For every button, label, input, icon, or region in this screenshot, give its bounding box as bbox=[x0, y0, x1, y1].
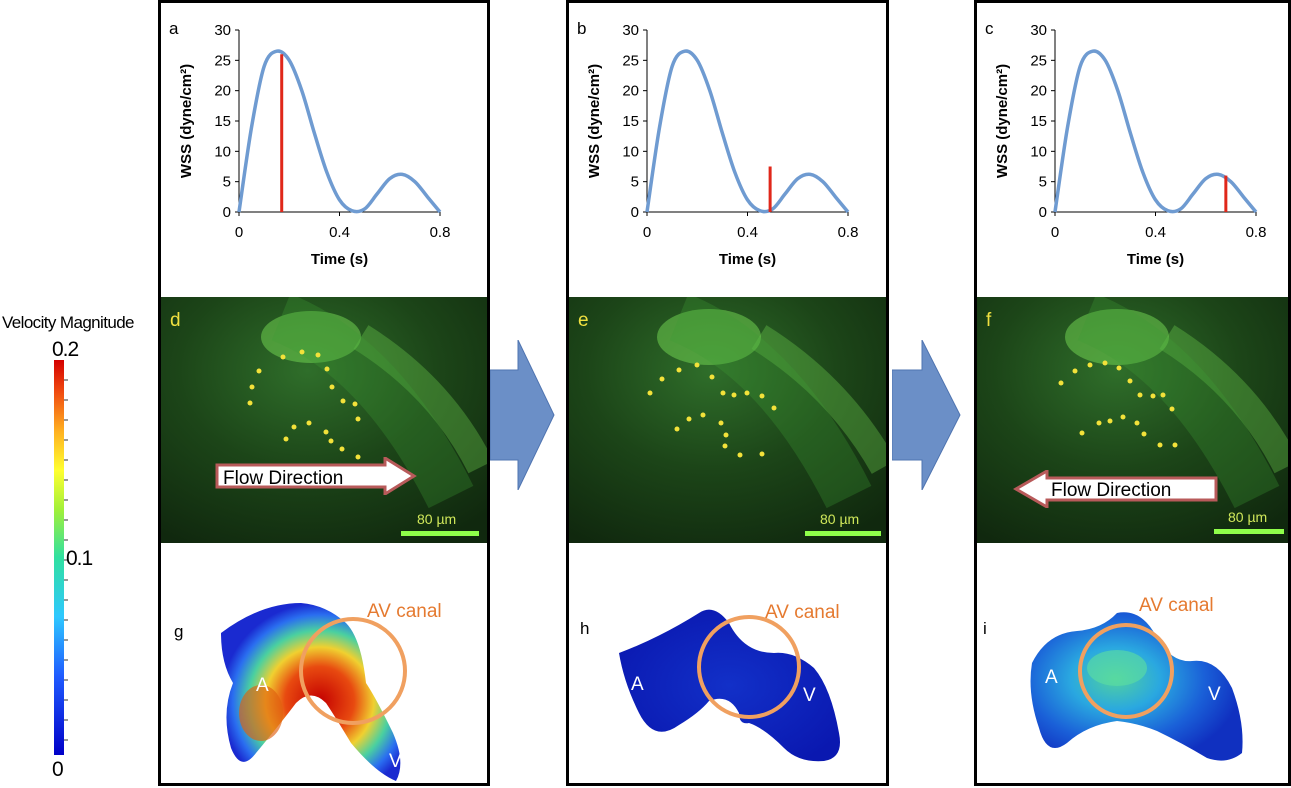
ventricle-label-h: V bbox=[803, 685, 816, 706]
y-tick-label: 0 bbox=[631, 204, 639, 221]
wss-curve bbox=[1053, 49, 1258, 214]
panel-letter-i: i bbox=[983, 619, 987, 638]
panel-letter-b: b bbox=[577, 19, 586, 38]
y-tick-label: 0 bbox=[1039, 204, 1047, 221]
y-tick-label: 5 bbox=[1039, 174, 1047, 191]
y-tick-label: 25 bbox=[622, 52, 639, 69]
microscopy-image-e bbox=[569, 297, 886, 543]
simulation-panel-i: i AV canal A V bbox=[977, 543, 1288, 783]
colorbar-max-label: 0.2 bbox=[52, 338, 79, 361]
x-axis-label: Time (s) bbox=[719, 251, 776, 268]
transition-arrow-1 bbox=[490, 340, 555, 490]
flow-direction-arrow-right bbox=[215, 457, 417, 495]
scale-label-e: 80 µm bbox=[820, 511, 860, 527]
atrium-label-i: A bbox=[1045, 667, 1058, 688]
microscopy-panel-d: d Flow Direction 80 µm bbox=[161, 297, 487, 543]
y-tick-label: 30 bbox=[1030, 22, 1047, 39]
x-tick-label: 0.4 bbox=[1145, 224, 1166, 241]
y-tick-label: 20 bbox=[622, 83, 639, 100]
panel-letter-a: a bbox=[169, 19, 179, 38]
simulation-heart-shape-h bbox=[619, 609, 840, 762]
transition-arrow-2 bbox=[892, 340, 961, 490]
y-tick-label: 10 bbox=[214, 143, 231, 160]
flow-direction-arrow-left bbox=[1013, 470, 1218, 508]
panel-letter-g: g bbox=[174, 622, 183, 641]
y-tick-label: 30 bbox=[214, 22, 231, 39]
av-canal-label-h: AV canal bbox=[765, 602, 840, 623]
colorbar-min-label: 0 bbox=[52, 758, 64, 781]
y-tick-label: 0 bbox=[223, 204, 231, 221]
simulation-image-g: g AV canal A V bbox=[174, 601, 442, 781]
wss-curve bbox=[645, 49, 850, 214]
panel-letter-d: d bbox=[170, 310, 181, 331]
atrium-label-g: A bbox=[256, 675, 269, 696]
microscopy-panel-e: e 80 µm bbox=[569, 297, 886, 543]
scale-label-d: 80 µm bbox=[417, 511, 457, 527]
flow-direction-label-d: Flow Direction bbox=[223, 468, 344, 489]
x-tick-label: 0 bbox=[1051, 224, 1059, 241]
av-canal-label-i: AV canal bbox=[1139, 595, 1214, 616]
scale-label-f: 80 µm bbox=[1228, 509, 1268, 525]
y-tick-label: 25 bbox=[214, 52, 231, 69]
panel-letter-c: c bbox=[985, 19, 994, 38]
y-tick-label: 15 bbox=[1030, 113, 1047, 130]
y-axis-label: WSS (dyne/cm²) bbox=[586, 64, 603, 178]
colorbar-gradient bbox=[54, 360, 64, 755]
scale-bar-d bbox=[401, 531, 479, 536]
y-tick-label: 15 bbox=[622, 113, 639, 130]
y-tick-label: 5 bbox=[631, 174, 639, 191]
microscopy-image-d bbox=[161, 297, 487, 543]
ventricle-label-g: V bbox=[389, 751, 402, 772]
x-tick-label: 0.8 bbox=[430, 224, 451, 241]
panel-letter-f: f bbox=[986, 310, 992, 331]
simulation-image-i: i AV canal A V bbox=[983, 595, 1243, 761]
simulation-panel-g: g AV canal A V bbox=[161, 543, 487, 783]
av-canal-circle-g bbox=[299, 617, 407, 725]
y-tick-label: 10 bbox=[1030, 143, 1047, 160]
simulation-image-h: h AV canal A V bbox=[580, 602, 840, 762]
colorbar-title: Velocity Magnitude bbox=[2, 313, 135, 332]
y-tick-label: 30 bbox=[622, 22, 639, 39]
x-tick-label: 0 bbox=[643, 224, 651, 241]
y-tick-label: 5 bbox=[223, 174, 231, 191]
x-tick-label: 0.4 bbox=[737, 224, 758, 241]
wss-curve bbox=[237, 49, 442, 214]
x-axis-label: Time (s) bbox=[311, 251, 368, 268]
x-tick-label: 0.4 bbox=[329, 224, 350, 241]
colorbar bbox=[54, 360, 68, 755]
y-tick-label: 10 bbox=[622, 143, 639, 160]
y-tick-label: 15 bbox=[214, 113, 231, 130]
x-tick-label: 0 bbox=[235, 224, 243, 241]
x-axis-label: Time (s) bbox=[1127, 251, 1184, 268]
wss-chart-b: b 0 5 10 15 20 25 30 0 0.4 0.8 Time (s) WSS (dyne/cm… bbox=[577, 19, 859, 268]
x-tick-label: 0.8 bbox=[838, 224, 859, 241]
y-tick-label: 25 bbox=[1030, 52, 1047, 69]
av-canal-circle-h bbox=[697, 615, 801, 719]
y-axis-label: WSS (dyne/cm²) bbox=[994, 64, 1011, 178]
flow-direction-label-f: Flow Direction bbox=[1051, 480, 1172, 501]
wss-chart-c: c 0 5 10 15 20 25 30 0 0.4 0.8 Time (s) WSS (dyne/cm… bbox=[985, 19, 1267, 268]
wss-chart-a: a 0 5 10 15 20 25 30 0 0.4 0.8 Time (s) WSS (dyne/cm… bbox=[169, 19, 451, 268]
av-canal-circle-i bbox=[1078, 623, 1174, 719]
simulation-panel-h: h AV canal A V bbox=[569, 543, 886, 783]
colorbar-mid-label: 0.1 bbox=[66, 547, 93, 570]
y-tick-label: 20 bbox=[1030, 83, 1047, 100]
y-axis-label: WSS (dyne/cm²) bbox=[178, 64, 195, 178]
scale-bar-f bbox=[1214, 529, 1284, 534]
av-canal-label-g: AV canal bbox=[367, 601, 442, 622]
panel-letter-e: e bbox=[578, 310, 589, 331]
atrium-label-h: A bbox=[631, 674, 644, 695]
microscopy-panel-f: f Flow Direction 80 µm bbox=[977, 297, 1288, 543]
panel-letter-h: h bbox=[580, 619, 589, 638]
x-tick-label: 0.8 bbox=[1246, 224, 1267, 241]
ventricle-label-i: V bbox=[1208, 684, 1221, 705]
scale-bar-e bbox=[805, 531, 881, 536]
y-tick-label: 20 bbox=[214, 83, 231, 100]
microscopy-image-f bbox=[977, 297, 1288, 543]
